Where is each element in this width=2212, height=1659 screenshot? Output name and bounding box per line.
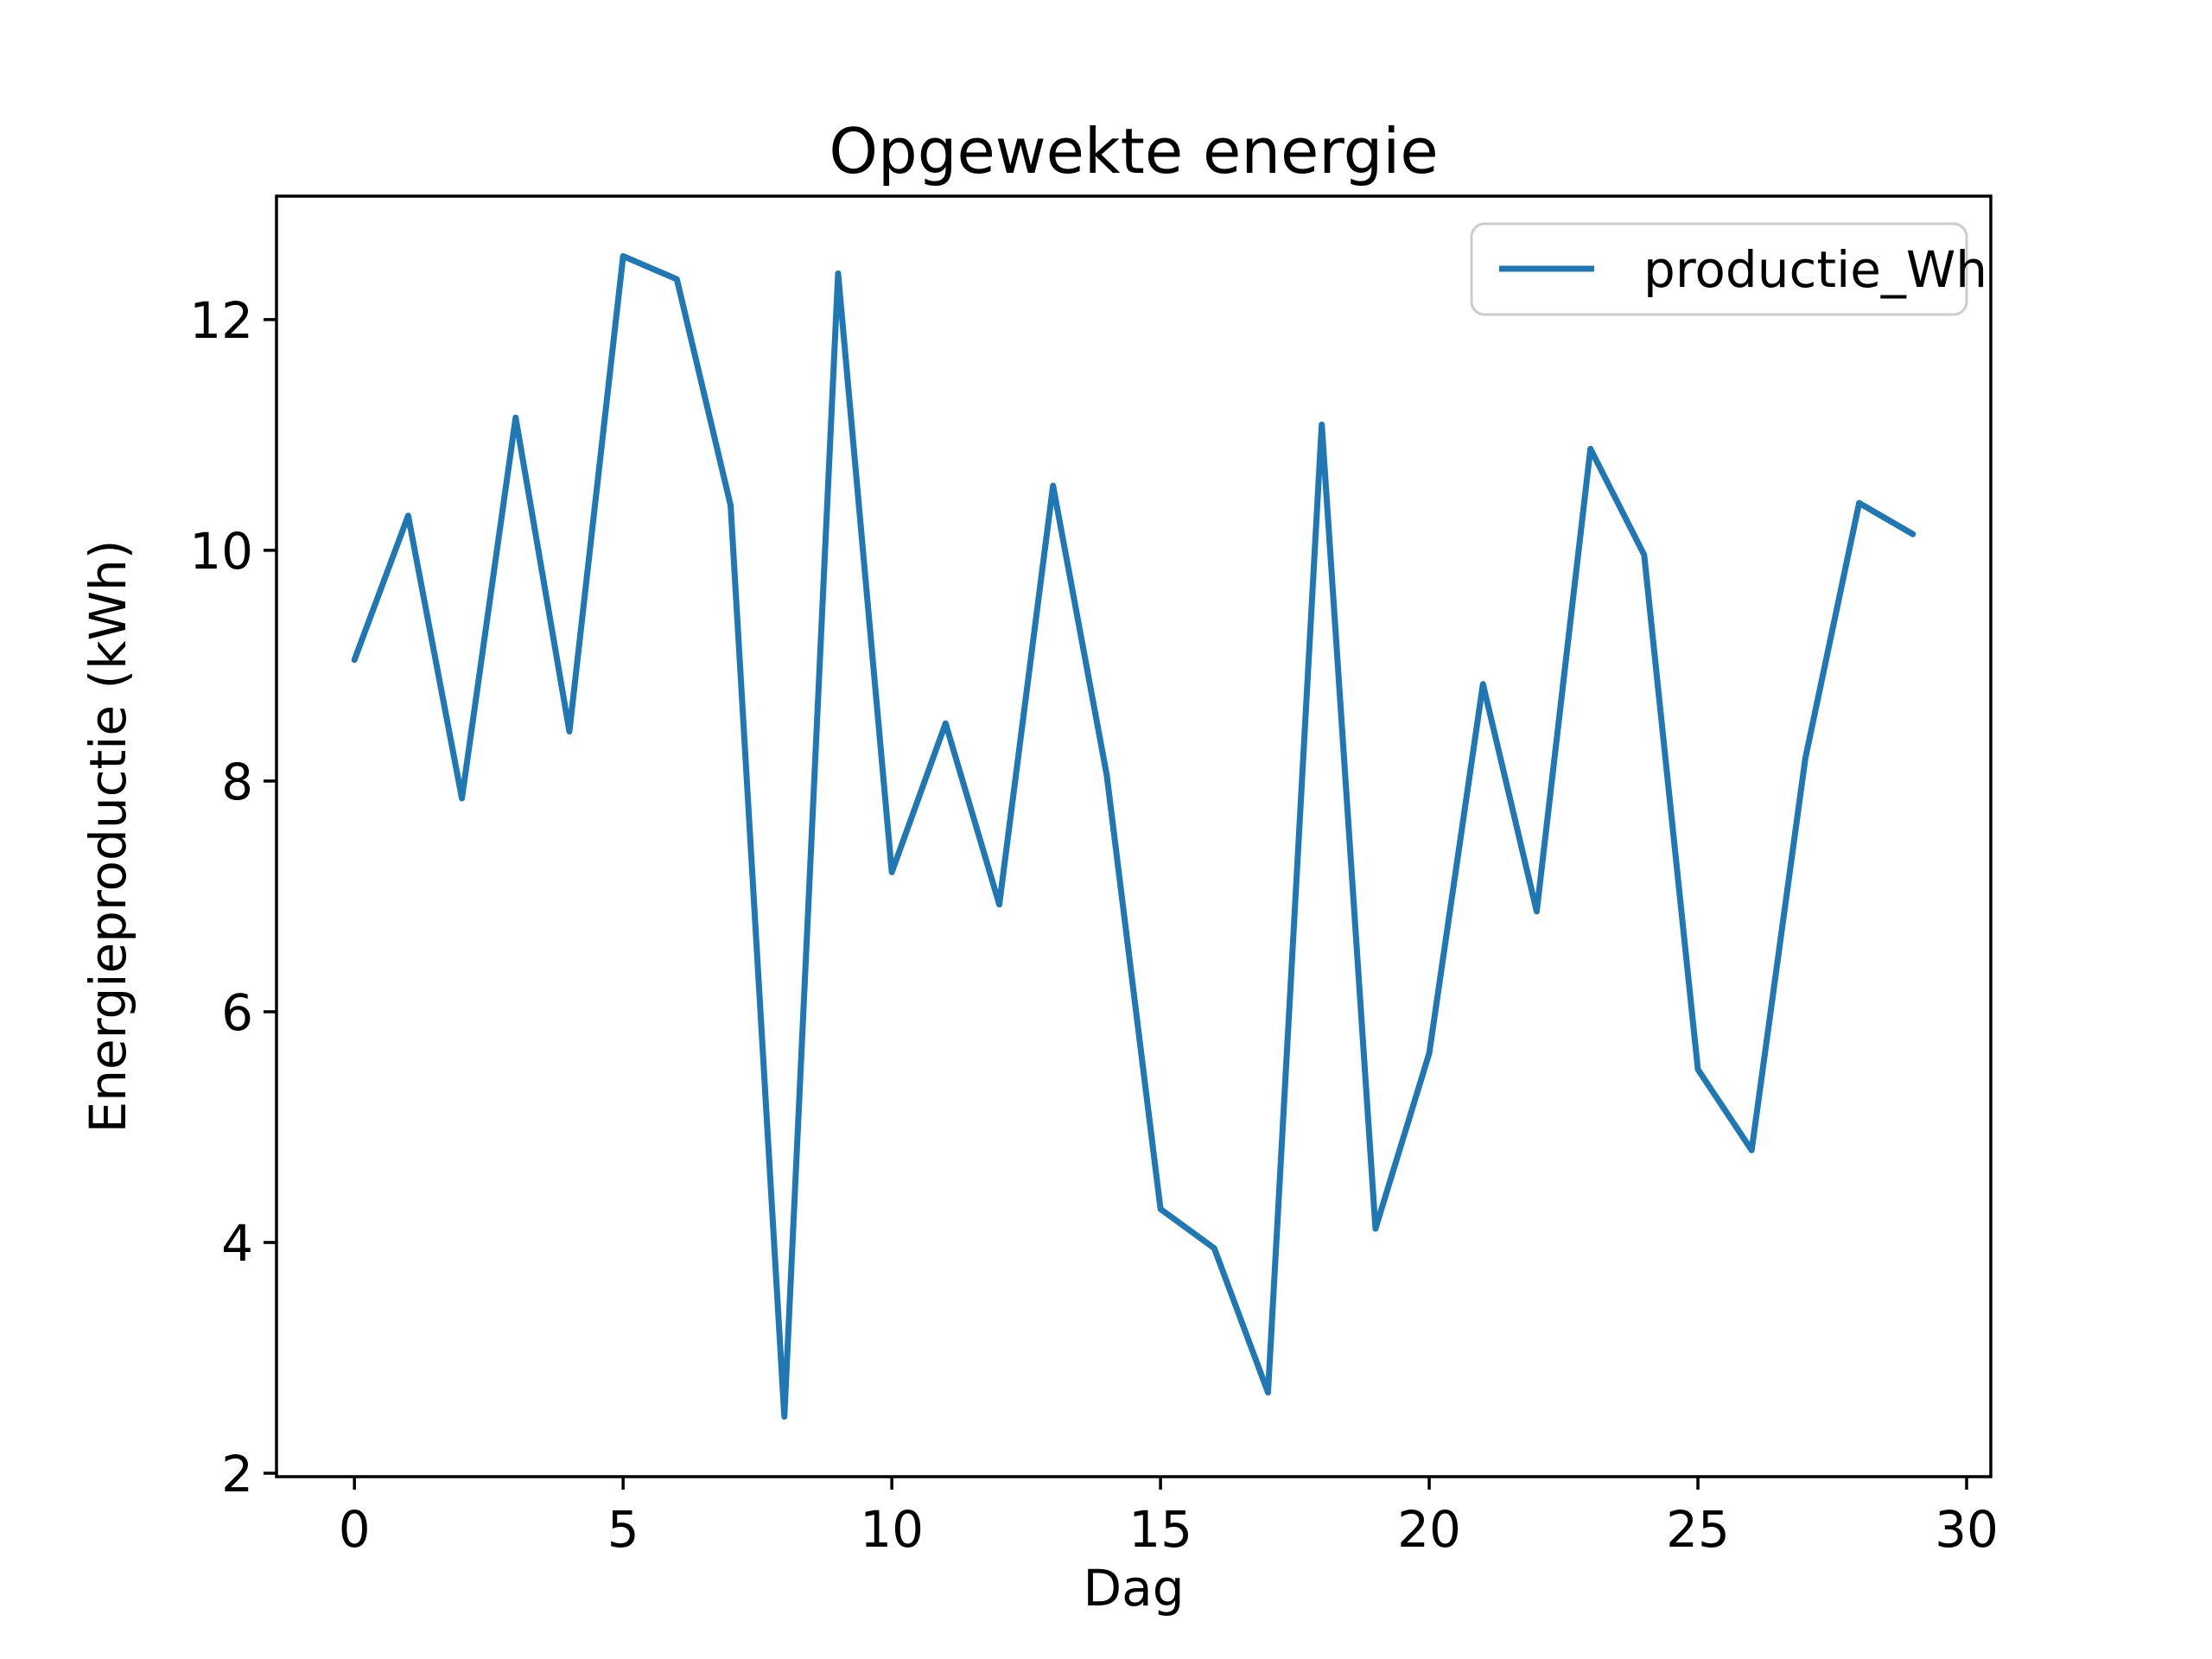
y-tick-label: 12	[189, 291, 253, 350]
y-tick-label: 4	[221, 1214, 253, 1273]
x-axis-label: Dag	[1083, 1559, 1184, 1618]
legend-box	[1470, 222, 1968, 316]
series-line-productie-wh	[351, 252, 1916, 1421]
x-tick-label: 15	[1128, 1500, 1192, 1559]
axes-layer: 0 5 10 15 20 25 30 2 4 6 8 10 12	[189, 291, 1999, 1559]
y-tick-label: 6	[221, 983, 253, 1042]
legend: productie_Wh	[1470, 222, 1987, 316]
x-tick-label: 5	[607, 1500, 639, 1559]
y-tick-label: 8	[221, 753, 253, 811]
x-tick-label: 25	[1666, 1500, 1730, 1559]
x-tick-label: 30	[1935, 1500, 1999, 1559]
y-tick-label: 10	[189, 522, 253, 581]
plot-area	[276, 196, 1991, 1477]
y-tick-label: 2	[221, 1445, 253, 1503]
legend-label: productie_Wh	[1643, 240, 1987, 299]
x-tick-label: 10	[860, 1500, 924, 1559]
chart-title: Opgewekte energie	[829, 115, 1438, 188]
y-axis-label: Energieproductie (kWh)	[79, 540, 137, 1134]
x-tick-label: 20	[1397, 1500, 1461, 1559]
x-tick-label: 0	[339, 1500, 371, 1559]
axes-spines	[275, 194, 1993, 1478]
